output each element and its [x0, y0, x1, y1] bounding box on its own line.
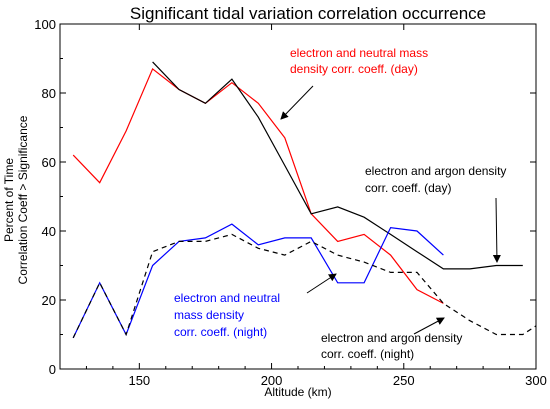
y-tick-label: 0	[49, 362, 56, 377]
series-line-blue	[72, 223, 444, 339]
annotation-text-black-dashed: corr. coeff. (night)	[321, 347, 414, 361]
x-tick-label: 150	[128, 373, 150, 388]
y-tick-label: 60	[42, 155, 56, 170]
y-tick-label: 20	[42, 293, 56, 308]
series-line-black	[152, 61, 523, 270]
annotation-text-red: electron and neutral mass	[290, 46, 428, 60]
y-tick-label: 100	[34, 17, 56, 32]
x-tick-label: 200	[261, 373, 283, 388]
annotation-text-black: corr. coeff. (day)	[365, 181, 451, 195]
annotation-text-blue: electron and neutral	[174, 291, 280, 305]
x-tick-label: 250	[393, 373, 415, 388]
y-axis-label: Percent of Time Correlation Coeff > Sign…	[2, 115, 30, 284]
annotation-layer: electron and neutral mass density corr. c…	[174, 46, 506, 361]
series-line-red	[72, 67, 444, 304]
x-axis-label: Altitude (km)	[264, 385, 331, 399]
annotation-text-black-dashed: electron and argon density	[321, 331, 462, 345]
annotation-arrow-black	[492, 197, 501, 263]
annotation-arrow-blue	[306, 273, 337, 294]
annotation-arrow-black-dashed	[413, 317, 445, 335]
y-tick-label: 80	[42, 86, 56, 101]
annotation-text-red: density corr. coeff. (day)	[290, 62, 418, 76]
axis-ticks: 150 200 250 300 0 20 40 60 80 100	[34, 17, 547, 388]
y-tick-label: 40	[42, 224, 56, 239]
annotation-text-blue: mass density	[174, 308, 244, 322]
series-line-black-dashed	[72, 233, 536, 339]
x-tick-label: 300	[525, 373, 547, 388]
annotation-text-blue: corr. coeff. (night)	[174, 325, 267, 339]
y-axis-label-line-2: Correlation Coeff > Significance	[16, 115, 30, 284]
chart-title: Significant tidal variation correlation …	[130, 4, 486, 23]
y-axis-label-line-1: Percent of Time	[2, 158, 16, 242]
annotation-arrow-red	[280, 85, 314, 120]
annotation-text-black: electron and argon density	[365, 164, 506, 178]
series-layer	[72, 61, 536, 339]
